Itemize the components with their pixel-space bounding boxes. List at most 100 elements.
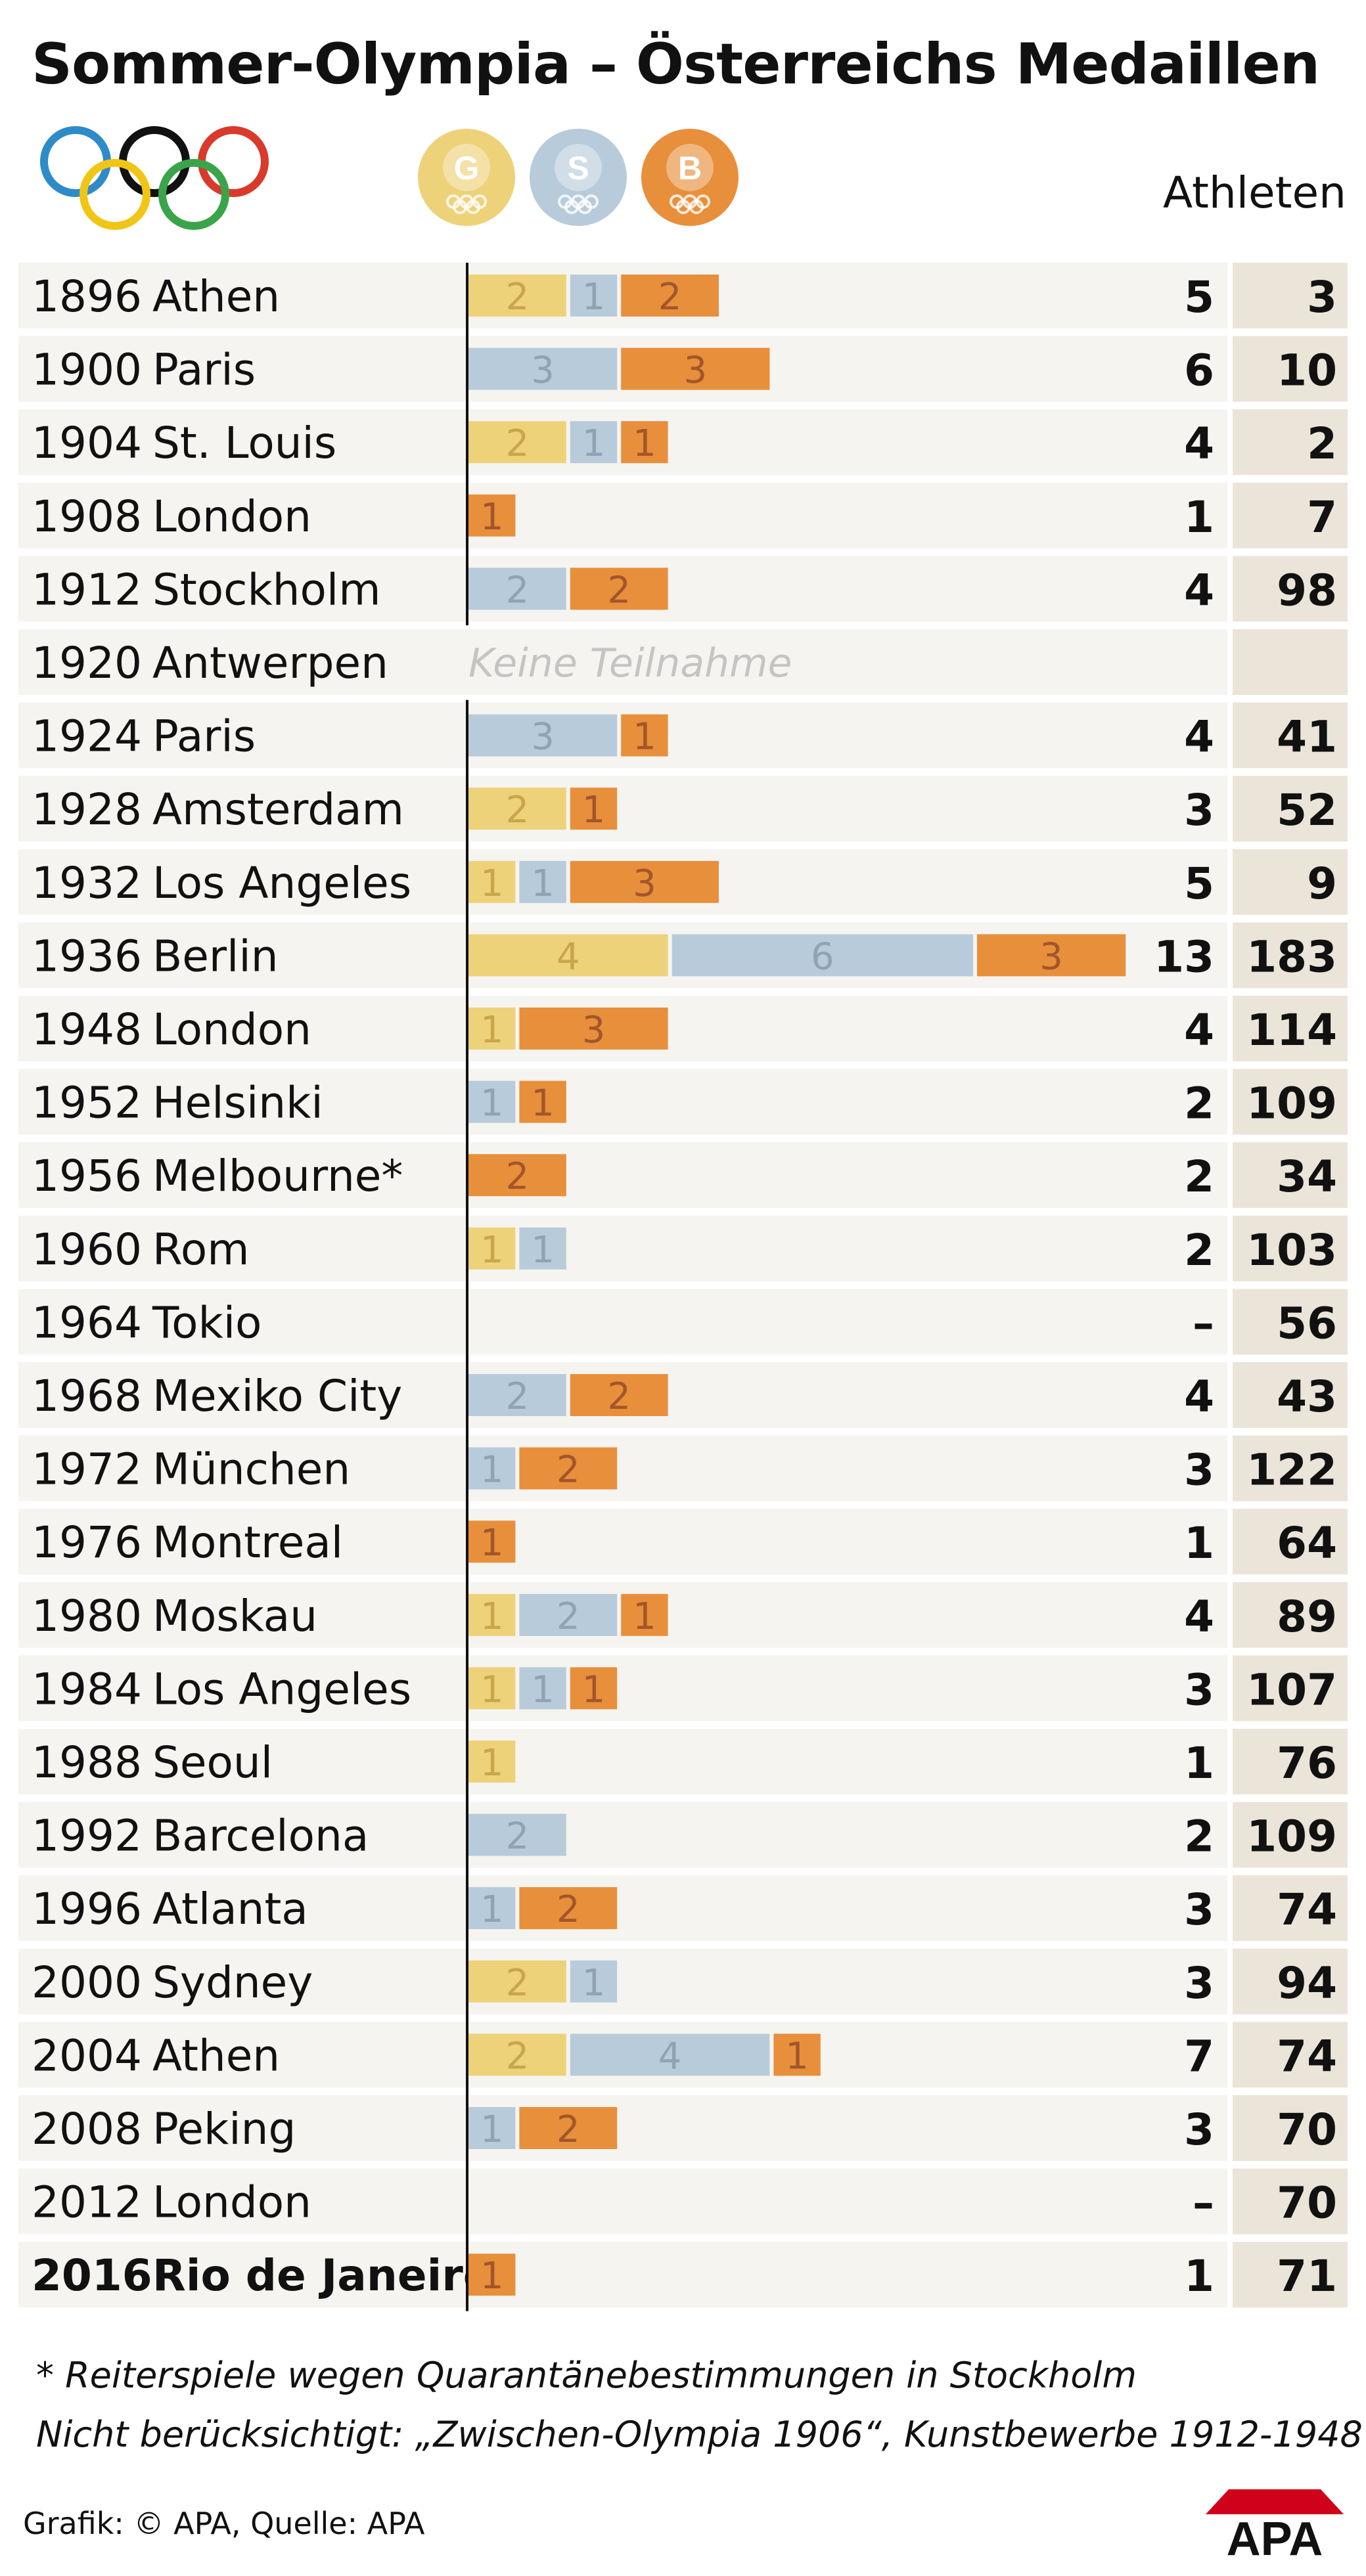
bronze-medal-bar [621,714,668,757]
athletes-cell-background [1233,1582,1348,1648]
year-label: 1896 [32,271,142,322]
total-medals-value: 1 [1184,2251,1214,2301]
year-label: 2016 [32,2250,152,2301]
silver-medal-bar [468,1080,516,1123]
row-background [18,1142,1227,1209]
silver-count-label: 1 [531,1668,555,1711]
silver-medal-bar [519,1593,618,1636]
athletes-count-value: 107 [1246,1664,1337,1715]
silver-medal-bar [468,1887,516,1930]
year-label: 1988 [32,1737,142,1788]
bronze-medal-bar [621,421,668,464]
year-label: 1932 [32,858,142,908]
bronze-count-label: 2 [557,1888,580,1931]
year-label: 1912 [32,564,142,615]
bronze-count-label: 3 [683,349,707,392]
legend-silver-label: S [567,150,589,187]
bronze-medal-bar [570,788,618,830]
bronze-count-label: 1 [633,1595,656,1638]
gold-medal-bar [468,1741,516,1783]
row-background [18,1655,1227,1721]
bronze-count-label: 3 [582,1009,606,1052]
gold-count-label: 1 [480,1668,504,1711]
athletes-count-value: 94 [1277,1958,1337,2009]
chart-title: Sommer-Olympia – Österreichs Medaillen [32,32,1320,97]
year-label: 1908 [32,491,142,542]
total-medals-value: 2 [1184,1811,1214,1862]
total-medals-value: 2 [1184,1225,1214,1276]
city-label: Amsterdam [152,784,404,835]
total-medals-value: 3 [1184,1445,1214,1496]
year-label: 1948 [32,1004,142,1055]
year-label: 1964 [32,1297,142,1348]
silver-medal-icon: S [530,129,627,226]
olympic-rings-icon [40,126,269,230]
bronze-count-label: 2 [506,1155,530,1198]
city-label: London [152,1004,311,1055]
silver-count-label: 2 [557,1595,580,1638]
city-label: Moskau [152,1591,317,1641]
bronze-count-label: 1 [633,716,656,759]
year-label: 1936 [32,931,142,981]
total-medals-value: 1 [1184,1518,1214,1568]
athletes-count-value: 71 [1277,2251,1337,2301]
total-medals-value: 2 [1184,1078,1214,1129]
year-label: 1980 [32,1591,142,1641]
athletes-count-value: 3 [1307,272,1337,322]
year-label: 1984 [32,1664,142,1714]
silver-count-label: 1 [582,1962,606,2005]
city-label: Stockholm [152,564,381,615]
athletes-cell-background [1233,2095,1348,2161]
bronze-medal-bar [468,494,516,537]
silver-count-label: 4 [658,2035,682,2077]
athletes-cell-background [1233,1948,1348,2014]
total-medals-value: 3 [1184,1958,1214,2009]
athletes-cell-background [1233,1215,1348,1281]
total-medals-value: 5 [1184,272,1214,322]
silver-count-label: 1 [480,1449,504,1492]
city-label: Peking [152,2104,296,2154]
year-label: 1920 [32,638,142,688]
athletes-count-value: 109 [1246,1811,1337,1862]
silver-medal-bar [468,347,618,390]
city-label: Mexiko City [152,1371,402,1421]
athletes-cell-background [1233,482,1348,548]
bronze-medal-bar [621,275,719,317]
athletes-cell-background [1233,2022,1348,2088]
athletes-count-value: 10 [1277,345,1337,396]
gold-medal-bar [468,860,516,903]
total-medals-value: 2 [1184,1151,1214,1202]
athletes-count-value: 89 [1277,1591,1337,1642]
silver-medal-bar [468,714,618,757]
silver-medal-bar [468,2107,516,2149]
row-background [18,1509,1227,1575]
city-label: Montreal [152,1517,343,1568]
athletes-cell-background [1233,2168,1348,2234]
silver-medal-bar [519,860,566,903]
total-medals-value: 6 [1184,345,1214,396]
bronze-medal-bar [621,1593,668,1636]
athletes-count-value: 114 [1246,1005,1337,1055]
gold-count-label: 1 [480,1229,504,1272]
city-label: Athen [152,2030,280,2081]
legend-gold-label: G [454,150,480,187]
bronze-medal-bar [519,1887,618,1930]
year-label: 1976 [32,1517,142,1568]
year-label: 1924 [32,711,142,762]
athletes-count-value: 41 [1277,712,1337,763]
silver-count-label: 1 [480,1082,504,1125]
silver-count-label: 6 [811,935,834,978]
total-medals-value: 3 [1184,2104,1214,2155]
athletes-cell-background [1233,1435,1348,1501]
gold-medal-bar [468,1960,566,2003]
city-label: Atlanta [152,1884,308,1934]
silver-medal-bar [468,1813,566,1856]
legend-bronze-label: B [678,150,702,187]
bronze-count-label: 1 [633,422,656,465]
bronze-medal-bar [570,860,719,903]
silver-count-label: 2 [506,569,530,611]
silver-medal-bar [468,567,566,610]
source-credit: Grafik: © APA, Quelle: APA [23,2506,425,2541]
total-medals-value: 4 [1184,1371,1214,1422]
bronze-medal-bar [468,1521,516,1563]
